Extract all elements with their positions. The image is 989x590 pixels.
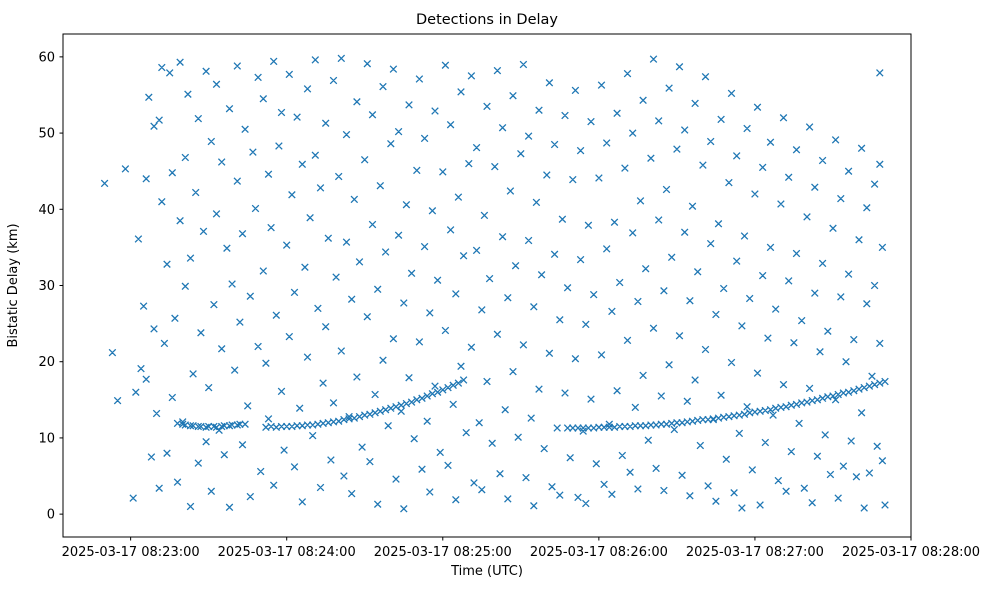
scatter-points <box>100 54 889 513</box>
y-tick-label: 50 <box>38 127 55 142</box>
x-tick-label: 2025-03-17 08:26:00 <box>530 545 668 560</box>
y-tick-label: 10 <box>38 431 55 446</box>
axis-ticks: 2025-03-17 08:23:00 2025-03-17 08:24:00 20… <box>38 50 980 560</box>
y-tick-label: 0 <box>47 508 55 523</box>
x-tick-label: 2025-03-17 08:28:00 <box>842 545 980 560</box>
x-axis-label: Time (UTC) <box>450 564 523 579</box>
x-tick-label: 2025-03-17 08:25:00 <box>374 545 512 560</box>
y-tick-label: 20 <box>38 355 55 370</box>
y-axis-label: Bistatic Delay (km) <box>6 223 21 347</box>
x-tick-label: 2025-03-17 08:27:00 <box>686 545 824 560</box>
chart-title: Detections in Delay <box>416 12 558 28</box>
y-tick-label: 60 <box>38 50 55 65</box>
x-tick-label: 2025-03-17 08:24:00 <box>218 545 356 560</box>
y-tick-label: 40 <box>38 203 55 218</box>
x-tick-label: 2025-03-17 08:23:00 <box>62 545 200 560</box>
scatter-points-layer <box>100 54 889 513</box>
y-tick-label: 30 <box>38 279 55 294</box>
plot-border <box>62 33 912 538</box>
